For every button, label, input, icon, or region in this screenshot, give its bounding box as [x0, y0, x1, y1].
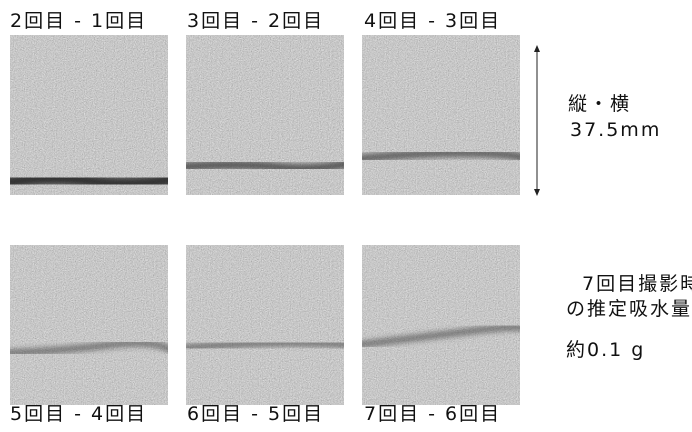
panel-label: 4回目 - 3回目 [364, 10, 501, 32]
image-panel [5, 35, 175, 195]
panel-label: 5回目 - 4回目 [10, 403, 147, 425]
figure: 2回目 - 1回目 3回目 - 2回目 4回目 - 3回目 縦・横 37.5mm… [0, 0, 692, 428]
water-note: の推定吸水量 [566, 298, 692, 320]
water-note: 約0.1 g [566, 339, 645, 361]
panel-label: 3回目 - 2回目 [187, 10, 324, 32]
image-panel [181, 35, 351, 195]
panel-label: 6回目 - 5回目 [187, 403, 324, 425]
water-note: 7回目撮影時 [582, 273, 692, 295]
panel-label: 7回目 - 6回目 [364, 403, 501, 425]
image-panel [181, 245, 351, 405]
size-note: 37.5mm [570, 119, 661, 141]
image-panel [357, 245, 527, 405]
size-arrow [534, 45, 540, 196]
image-panel [357, 35, 527, 195]
image-panel [5, 245, 175, 405]
size-note: 縦・横 [568, 93, 631, 115]
panel-label: 2回目 - 1回目 [10, 10, 147, 32]
